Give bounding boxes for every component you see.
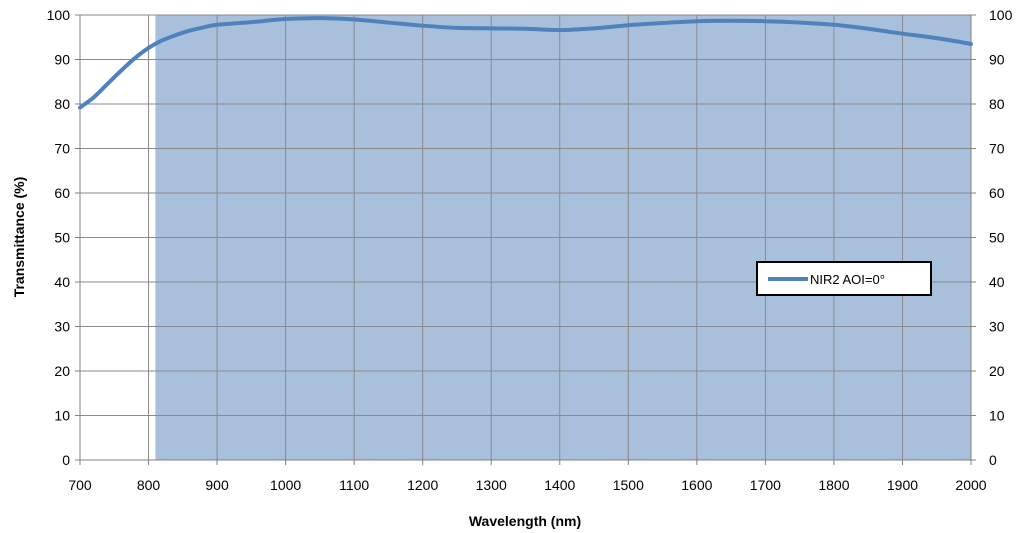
y-tick-label: 20 [54, 363, 70, 379]
y-tick-label-right: 40 [989, 274, 1005, 290]
x-axis-title: Wavelength (nm) [469, 513, 581, 529]
x-tick-label: 1300 [476, 477, 507, 493]
y-tick-label-right: 70 [989, 141, 1005, 157]
x-tick-label: 1400 [544, 477, 575, 493]
y-tick-label-right: 30 [989, 319, 1005, 335]
x-tick-label: 900 [205, 477, 229, 493]
y-tick-label-right: 80 [989, 96, 1005, 112]
x-tick-label: 1000 [270, 477, 301, 493]
y-tick-label-right: 90 [989, 52, 1005, 68]
legend-series-label: NIR2 AOI=0° [810, 272, 885, 287]
series-line [78, 16, 973, 110]
x-axis-ticks: 700 800 900 1000 1100 1200 1300 1400 1500 1600 170… [68, 460, 987, 493]
y-tick-label-right: 20 [989, 363, 1005, 379]
y-tick-label-right: 60 [989, 185, 1005, 201]
y-axis-right-ticks: 0 10 20 30 40 50 60 70 80 90 100 [971, 7, 1013, 468]
x-tick-label: 1800 [818, 477, 849, 493]
y-tick-label-right: 100 [989, 7, 1013, 23]
y-tick-label: 30 [54, 319, 70, 335]
y-tick-label: 70 [54, 141, 70, 157]
y-tick-label-right: 0 [989, 452, 997, 468]
legend: NIR2 AOI=0° [756, 261, 932, 296]
y-tick-label: 10 [54, 408, 70, 424]
y-tick-label-right: 50 [989, 230, 1005, 246]
y-tick-label: 40 [54, 274, 70, 290]
y-axis-title: Transmittance (%) [11, 177, 27, 298]
x-tick-label: 2000 [955, 477, 986, 493]
series-layer [78, 16, 973, 110]
x-tick-label: 800 [137, 477, 161, 493]
x-tick-label: 1900 [887, 477, 918, 493]
y-tick-label: 80 [54, 96, 70, 112]
y-tick-label: 100 [47, 7, 71, 23]
x-tick-label: 1500 [613, 477, 644, 493]
x-tick-label: 1600 [681, 477, 712, 493]
x-tick-label: 1700 [750, 477, 781, 493]
x-tick-label: 1200 [407, 477, 438, 493]
y-tick-label-right: 10 [989, 408, 1005, 424]
y-tick-label: 90 [54, 52, 70, 68]
y-tick-label: 50 [54, 230, 70, 246]
y-tick-label: 0 [62, 452, 70, 468]
y-axis-left-ticks: 0 10 20 30 40 50 60 70 80 90 100 [47, 7, 80, 468]
x-tick-label: 700 [68, 477, 92, 493]
x-tick-label: 1100 [339, 477, 369, 493]
y-tick-label: 60 [54, 185, 70, 201]
